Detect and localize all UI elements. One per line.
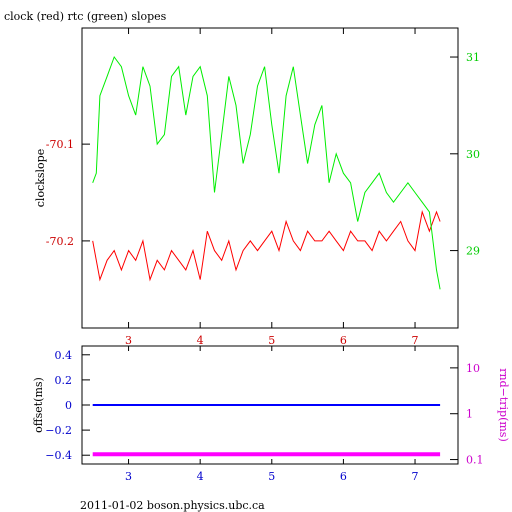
offset-x-axis: 3 4 5 6 7 (125, 346, 419, 483)
slopes-panel: 3 4 5 6 7 -70.1 -70.2 31 30 29 clockslope (34, 27, 480, 347)
slopes-left-axis: -70.1 -70.2 (46, 138, 90, 248)
slopes-left-tick-label: -70.1 (46, 138, 74, 151)
roundtrip-right-tick-label: 1 (466, 408, 473, 421)
offset-x-tick-label: 5 (268, 470, 275, 483)
slopes-y-axis-label: clockslope (34, 149, 47, 207)
roundtrip-y-axis-label: rnd−trip(ms) (497, 368, 510, 442)
offset-series-layer (92, 404, 441, 457)
slopes-x-tick-label: 3 (125, 334, 132, 347)
offset-x-tick-label: 7 (412, 470, 419, 483)
slopes-right-tick-label: 30 (466, 148, 480, 161)
footer-caption: 2011-01-02 boson.physics.ubc.ca (80, 499, 265, 512)
slopes-x-tick-label: 6 (340, 334, 347, 347)
offset-right-axis: 10 1 0.1 (450, 362, 484, 467)
offset-x-tick-label: 6 (340, 470, 347, 483)
roundtrip-right-tick-label: 0.1 (466, 454, 484, 467)
chart-title: clock (red) rtc (green) slopes (4, 10, 167, 23)
offset-left-tick-label: 0.2 (55, 374, 73, 387)
offset-x-tick-label: 3 (125, 470, 132, 483)
offset-x-tick-label: 4 (197, 470, 204, 483)
slopes-right-tick-label: 29 (466, 245, 480, 258)
slopes-x-tick-label: 4 (197, 334, 204, 347)
slopes-right-axis: 31 30 29 (450, 51, 480, 258)
roundtrip-right-tick-label: 10 (466, 362, 480, 375)
slopes-x-axis: 3 4 5 6 7 (125, 28, 419, 347)
slopes-series-layer (92, 55, 441, 290)
slopes-right-tick-label: 31 (466, 51, 480, 64)
offset-left-tick-label: 0 (65, 399, 72, 412)
rtc-series-line (92, 55, 441, 290)
offset-y-axis-label: offset(ms) (32, 377, 45, 433)
offset-left-tick-label: −0.2 (45, 424, 72, 437)
slopes-x-tick-label: 7 (412, 334, 419, 347)
offset-left-tick-label: 0.4 (55, 349, 73, 362)
slopes-left-tick-label: -70.2 (46, 235, 74, 248)
offset-left-tick-label: −0.4 (45, 449, 72, 462)
slopes-x-tick-label: 5 (268, 334, 275, 347)
clock-series-line (92, 210, 441, 282)
slopes-plot-frame (81, 27, 459, 329)
offset-left-axis: 0.4 0.2 0 −0.2 −0.4 (45, 349, 90, 462)
